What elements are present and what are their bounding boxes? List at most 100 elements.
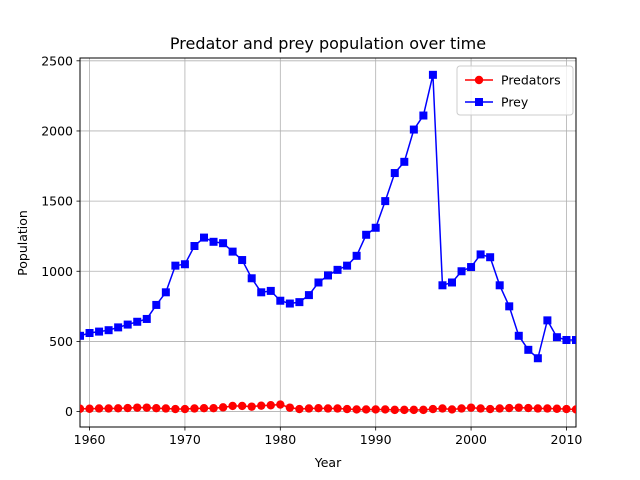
legend-marker-predators: [474, 75, 484, 85]
data-point-predators: [476, 404, 485, 413]
data-point-predators: [342, 404, 352, 414]
x-tick-label: 1980: [264, 432, 296, 447]
data-point-predators: [218, 403, 228, 412]
series-predators: [80, 400, 576, 415]
data-point-predators: [80, 404, 85, 413]
data-point-prey: [152, 300, 161, 309]
data-point-prey: [428, 70, 437, 79]
data-point-prey: [514, 331, 523, 340]
legend-label-prey: Prey: [501, 95, 529, 110]
data-point-prey: [409, 125, 418, 134]
data-point-prey: [228, 247, 237, 256]
data-point-predators: [438, 404, 447, 413]
y-tick-label: 1500: [41, 194, 73, 209]
data-point-predators: [180, 404, 190, 414]
y-tick-label: 500: [49, 334, 73, 349]
x-tick-label: 1990: [360, 432, 392, 447]
data-point-prey: [524, 345, 533, 354]
data-point-prey: [276, 296, 285, 305]
data-point-prey: [476, 250, 485, 259]
data-point-prey: [171, 261, 180, 270]
data-point-predators: [257, 401, 266, 410]
legend-item-predators: Predators: [465, 73, 561, 88]
data-point-predators: [228, 401, 237, 411]
data-point-predators: [199, 403, 209, 413]
legend-marker-prey: [475, 98, 483, 106]
y-axis-label: Population: [15, 210, 30, 276]
data-point-predators: [190, 404, 199, 413]
data-point-predators: [171, 404, 180, 414]
series-prey: [80, 70, 576, 363]
data-point-prey: [362, 230, 371, 239]
legend: Predators Prey: [456, 65, 574, 116]
data-point-prey: [457, 267, 466, 276]
data-point-prey: [371, 223, 380, 232]
data-point-predators: [142, 403, 151, 412]
data-point-predators: [428, 404, 438, 414]
data-point-predators: [94, 404, 104, 413]
x-axis-label: Year: [314, 455, 342, 470]
data-point-prey: [505, 302, 514, 311]
data-point-predators: [390, 405, 399, 415]
data-point-predators: [371, 405, 380, 414]
data-point-predators: [447, 405, 457, 414]
y-axis: 0 500 1000 1500 2000 2500: [41, 53, 80, 419]
data-point-prey: [304, 291, 313, 300]
data-point-predators: [266, 401, 275, 410]
data-point-prey: [219, 239, 228, 248]
y-tick-label: 2000: [41, 123, 73, 138]
data-point-predators: [466, 403, 476, 412]
data-point-predators: [352, 405, 361, 414]
data-point-predators: [571, 405, 576, 414]
data-point-prey: [95, 327, 104, 336]
data-point-prey: [572, 336, 576, 345]
data-point-predators: [409, 405, 419, 415]
data-point-prey: [133, 317, 142, 326]
data-point-predators: [505, 403, 514, 413]
grid: [80, 58, 576, 427]
data-point-predators: [304, 404, 314, 413]
data-point-prey: [400, 157, 409, 166]
data-point-predators: [85, 404, 94, 413]
data-point-predators: [457, 404, 466, 413]
y-tick-label: 2500: [41, 53, 73, 68]
y-tick-label: 1000: [41, 264, 73, 279]
data-point-predators: [113, 404, 123, 413]
data-point-prey: [419, 111, 428, 120]
data-point-predators: [133, 403, 142, 412]
data-point-prey: [314, 278, 323, 287]
data-point-prey: [123, 320, 132, 329]
data-point-predators: [209, 403, 218, 413]
data-point-prey: [161, 288, 170, 297]
x-tick-label: 2000: [455, 432, 487, 447]
data-point-prey: [562, 336, 571, 345]
x-tick-label: 1960: [74, 432, 106, 447]
data-point-predators: [514, 403, 523, 412]
x-tick-label: 1970: [169, 432, 201, 447]
data-point-prey: [343, 261, 352, 270]
data-point-prey: [200, 233, 208, 242]
x-tick-label: 2010: [551, 432, 583, 447]
data-point-predators: [314, 403, 323, 413]
data-point-predators: [285, 403, 295, 412]
series-line-prey: [80, 74, 576, 360]
data-point-prey: [180, 260, 189, 269]
data-point-prey: [295, 298, 304, 307]
data-point-prey: [209, 237, 218, 246]
data-point-prey: [467, 263, 476, 272]
data-point-prey: [486, 253, 495, 262]
data-point-predators: [104, 404, 113, 413]
data-point-predators: [543, 404, 552, 413]
data-point-prey: [104, 326, 113, 335]
data-point-prey: [85, 328, 94, 337]
data-point-predators: [276, 400, 285, 409]
data-point-predators: [381, 405, 390, 414]
data-point-prey: [552, 333, 561, 342]
data-point-prey: [333, 265, 342, 274]
data-point-prey: [495, 281, 504, 290]
series-layer: [80, 70, 576, 415]
data-point-predators: [247, 402, 256, 411]
data-point-predators: [495, 404, 504, 413]
data-point-predators: [419, 405, 428, 415]
